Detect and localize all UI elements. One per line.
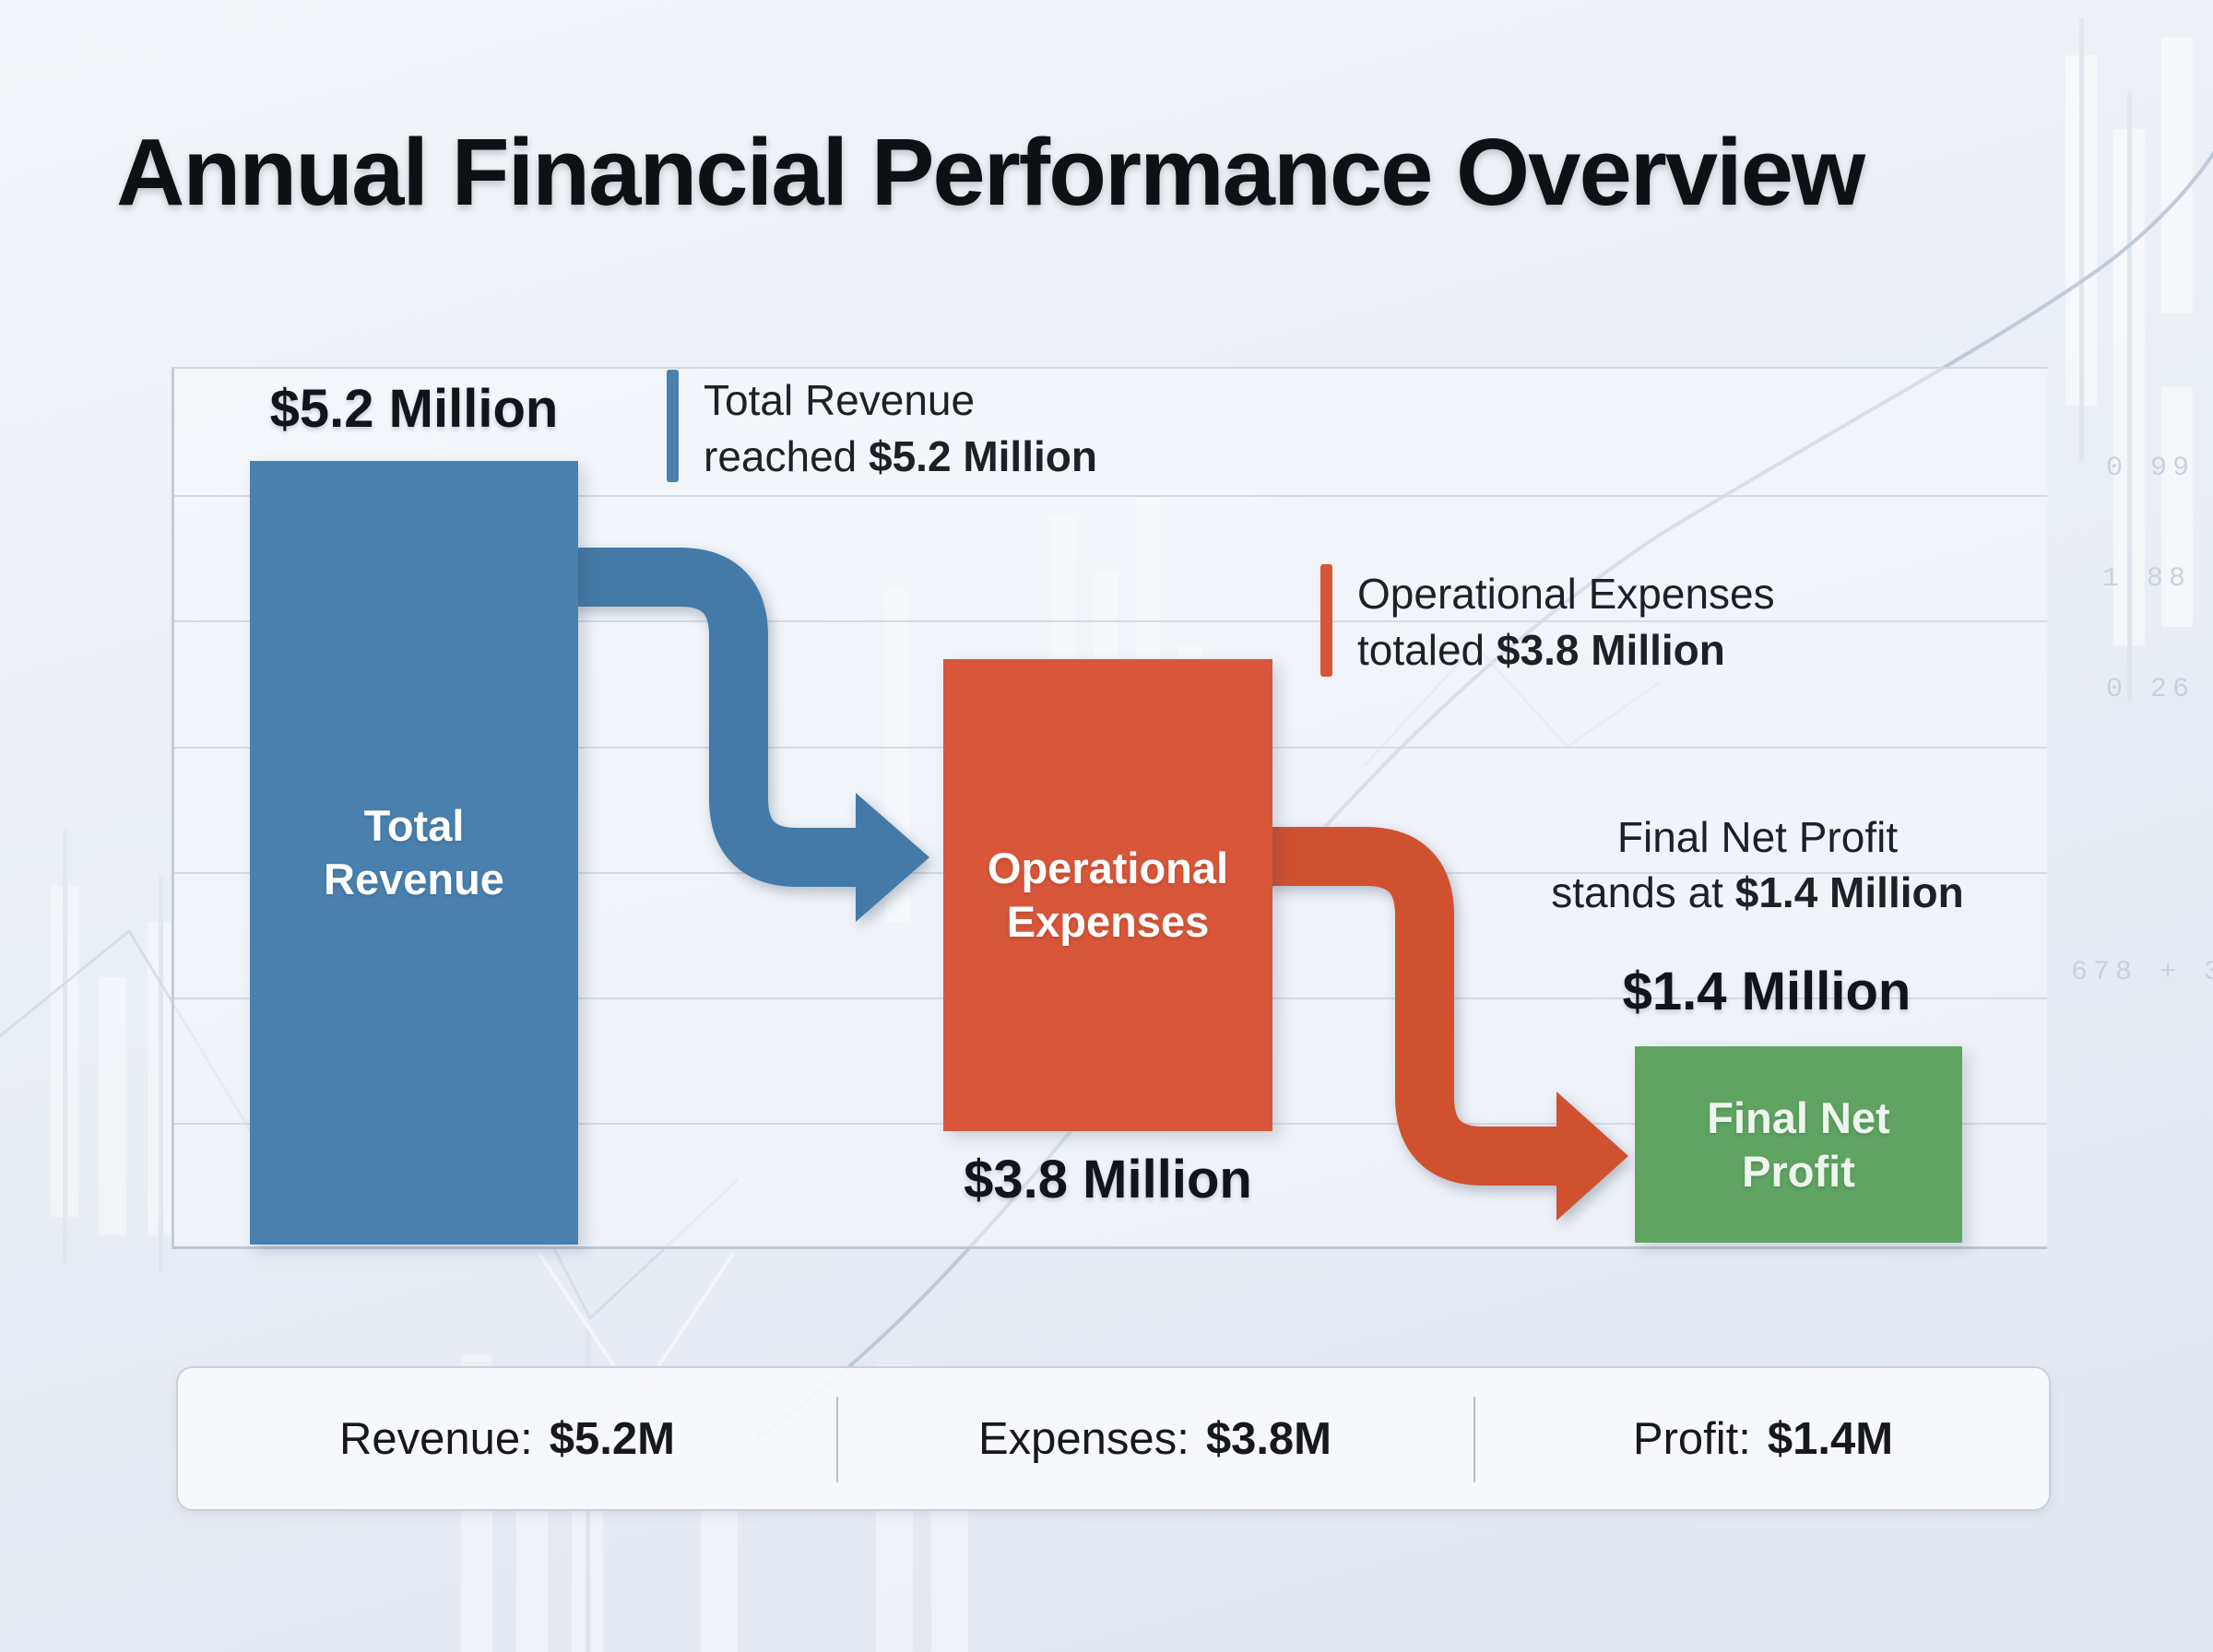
revenue-bar-label-line2: Revenue <box>324 855 504 903</box>
summary-revenue-value: $5.2M <box>549 1413 675 1464</box>
expenses-to-profit-arrow <box>1267 827 1556 1186</box>
summary-expenses-label: Expenses: <box>978 1413 1189 1464</box>
expenses-callout-line2-text: totaled <box>1357 626 1485 674</box>
revenue-callout-line1: Total Revenue <box>704 376 976 424</box>
profit-bar-label-line2: Profit <box>1742 1146 1855 1196</box>
summary-divider <box>1473 1397 1475 1482</box>
summary-expenses-value: $3.8M <box>1205 1413 1331 1464</box>
expenses-bar-label-line2: Expenses <box>1006 897 1210 946</box>
chart-gridline <box>174 620 2047 622</box>
summary-profit-value: $1.4M <box>1767 1413 1894 1464</box>
summary-profit-label: Profit: <box>1632 1413 1751 1464</box>
profit-annotation-line1: Final Net Profit <box>1616 813 1899 861</box>
expenses-callout-tick <box>1320 564 1332 677</box>
expenses-bar-label-line1: Operational <box>987 844 1229 892</box>
summary-revenue-label: Revenue: <box>339 1413 533 1464</box>
revenue-bar-label-line1: Total <box>363 801 465 850</box>
summary-profit: Profit: $1.4M <box>1473 1368 2053 1509</box>
expenses-callout-line2-value: $3.8 Million <box>1496 626 1725 674</box>
expenses-callout: Operational Expenses totaled $3.8 Millio… <box>1357 566 1775 678</box>
profit-annotation: Final Net Profit stands at $1.4 Million <box>1512 809 2003 920</box>
revenue-callout-tick <box>667 370 679 482</box>
summary-revenue: Revenue: $5.2M <box>178 1368 836 1509</box>
trend-curve-watermark <box>754 150 2213 1440</box>
svg-text:1 88 1: 1 88 1 <box>2102 563 2213 595</box>
zigzag-watermark-small <box>1363 643 1661 767</box>
revenue-callout-line2-text: reached <box>704 432 858 480</box>
svg-text:0 26: 0 26 <box>2106 674 2195 705</box>
profit-annotation-line2-text: stands at <box>1551 868 1723 916</box>
revenue-callout-line2: reached $5.2 Million <box>704 429 1097 485</box>
summary-expenses: Expenses: $3.8M <box>836 1368 1473 1509</box>
summary-divider <box>836 1397 838 1482</box>
profit-value-label: $1.4 Million <box>1622 962 1911 1021</box>
revenue-callout: Total Revenue reached $5.2 Million <box>704 372 1097 485</box>
chart-gridline <box>174 495 2047 497</box>
revenue-to-expenses-arrowhead <box>856 793 929 922</box>
svg-text:678 + 3: 678 + 3 <box>2071 957 2213 988</box>
expenses-bar: Operational Expenses <box>943 659 1272 1131</box>
revenue-bar: Total Revenue <box>250 461 578 1245</box>
ticker-digits-watermark: 0 99 1 88 1 0 26 678 + 3 <box>2071 453 2213 988</box>
profit-annotation-line2-value: $1.4 Million <box>1734 868 1964 916</box>
revenue-value-label: $5.2 Million <box>269 379 559 439</box>
expenses-callout-line2: totaled $3.8 Million <box>1357 622 1775 678</box>
expenses-callout-line1: Operational Expenses <box>1357 570 1775 618</box>
expenses-value-label: $3.8 Million <box>964 1150 1252 1210</box>
page-title: Annual Financial Performance Overview <box>116 119 1865 225</box>
profit-annotation-line2: stands at $1.4 Million <box>1512 865 2003 920</box>
svg-text:0 99: 0 99 <box>2106 453 2195 484</box>
summary-bar: Revenue: $5.2M Expenses: $3.8M Profit: $… <box>176 1366 2051 1511</box>
profit-bar-label-line1: Final Net <box>1707 1092 1890 1142</box>
revenue-to-expenses-arrow <box>568 548 856 887</box>
expenses-to-profit-arrowhead <box>1556 1092 1628 1221</box>
profit-bar: Final Net Profit <box>1635 1046 1962 1243</box>
revenue-callout-line2-value: $5.2 Million <box>869 432 1097 480</box>
